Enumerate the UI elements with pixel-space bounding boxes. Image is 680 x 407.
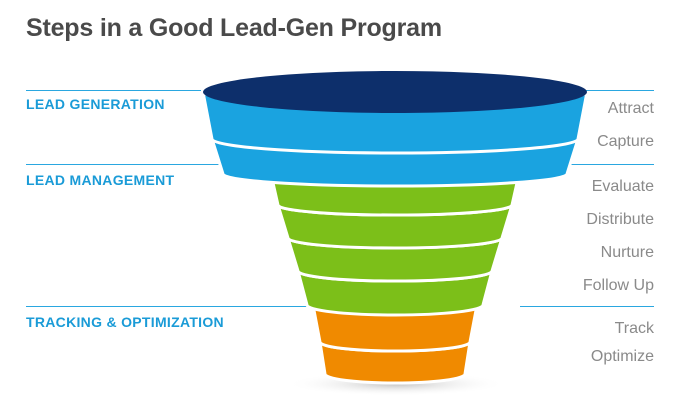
funnel-rim (203, 71, 587, 113)
section-label-tracking-optimization: TRACKING & OPTIMIZATION (26, 314, 224, 330)
page-title: Steps in a Good Lead-Gen Program (26, 14, 442, 42)
step-label-optimize: Optimize (590, 348, 654, 365)
section-rule-tracking (26, 306, 316, 307)
section-label-lead-management: LEAD MANAGEMENT (26, 172, 175, 188)
step-label-evaluate: Evaluate (591, 178, 654, 195)
step-label-nurture: Nurture (600, 244, 654, 261)
step-label-distribute: Distribute (586, 211, 654, 228)
right-rule-middle (560, 164, 654, 165)
section-rule-lead-generation (26, 90, 201, 91)
step-label-track: Track (614, 320, 654, 337)
step-label-follow-up: Follow Up (582, 277, 654, 294)
step-label-attract: Attract (607, 100, 654, 117)
step-label-capture: Capture (597, 133, 654, 150)
section-label-lead-generation: LEAD GENERATION (26, 96, 165, 112)
section-rule-lead-management (26, 164, 266, 165)
right-rule-top (586, 90, 654, 91)
right-rule-bottom (520, 306, 654, 307)
